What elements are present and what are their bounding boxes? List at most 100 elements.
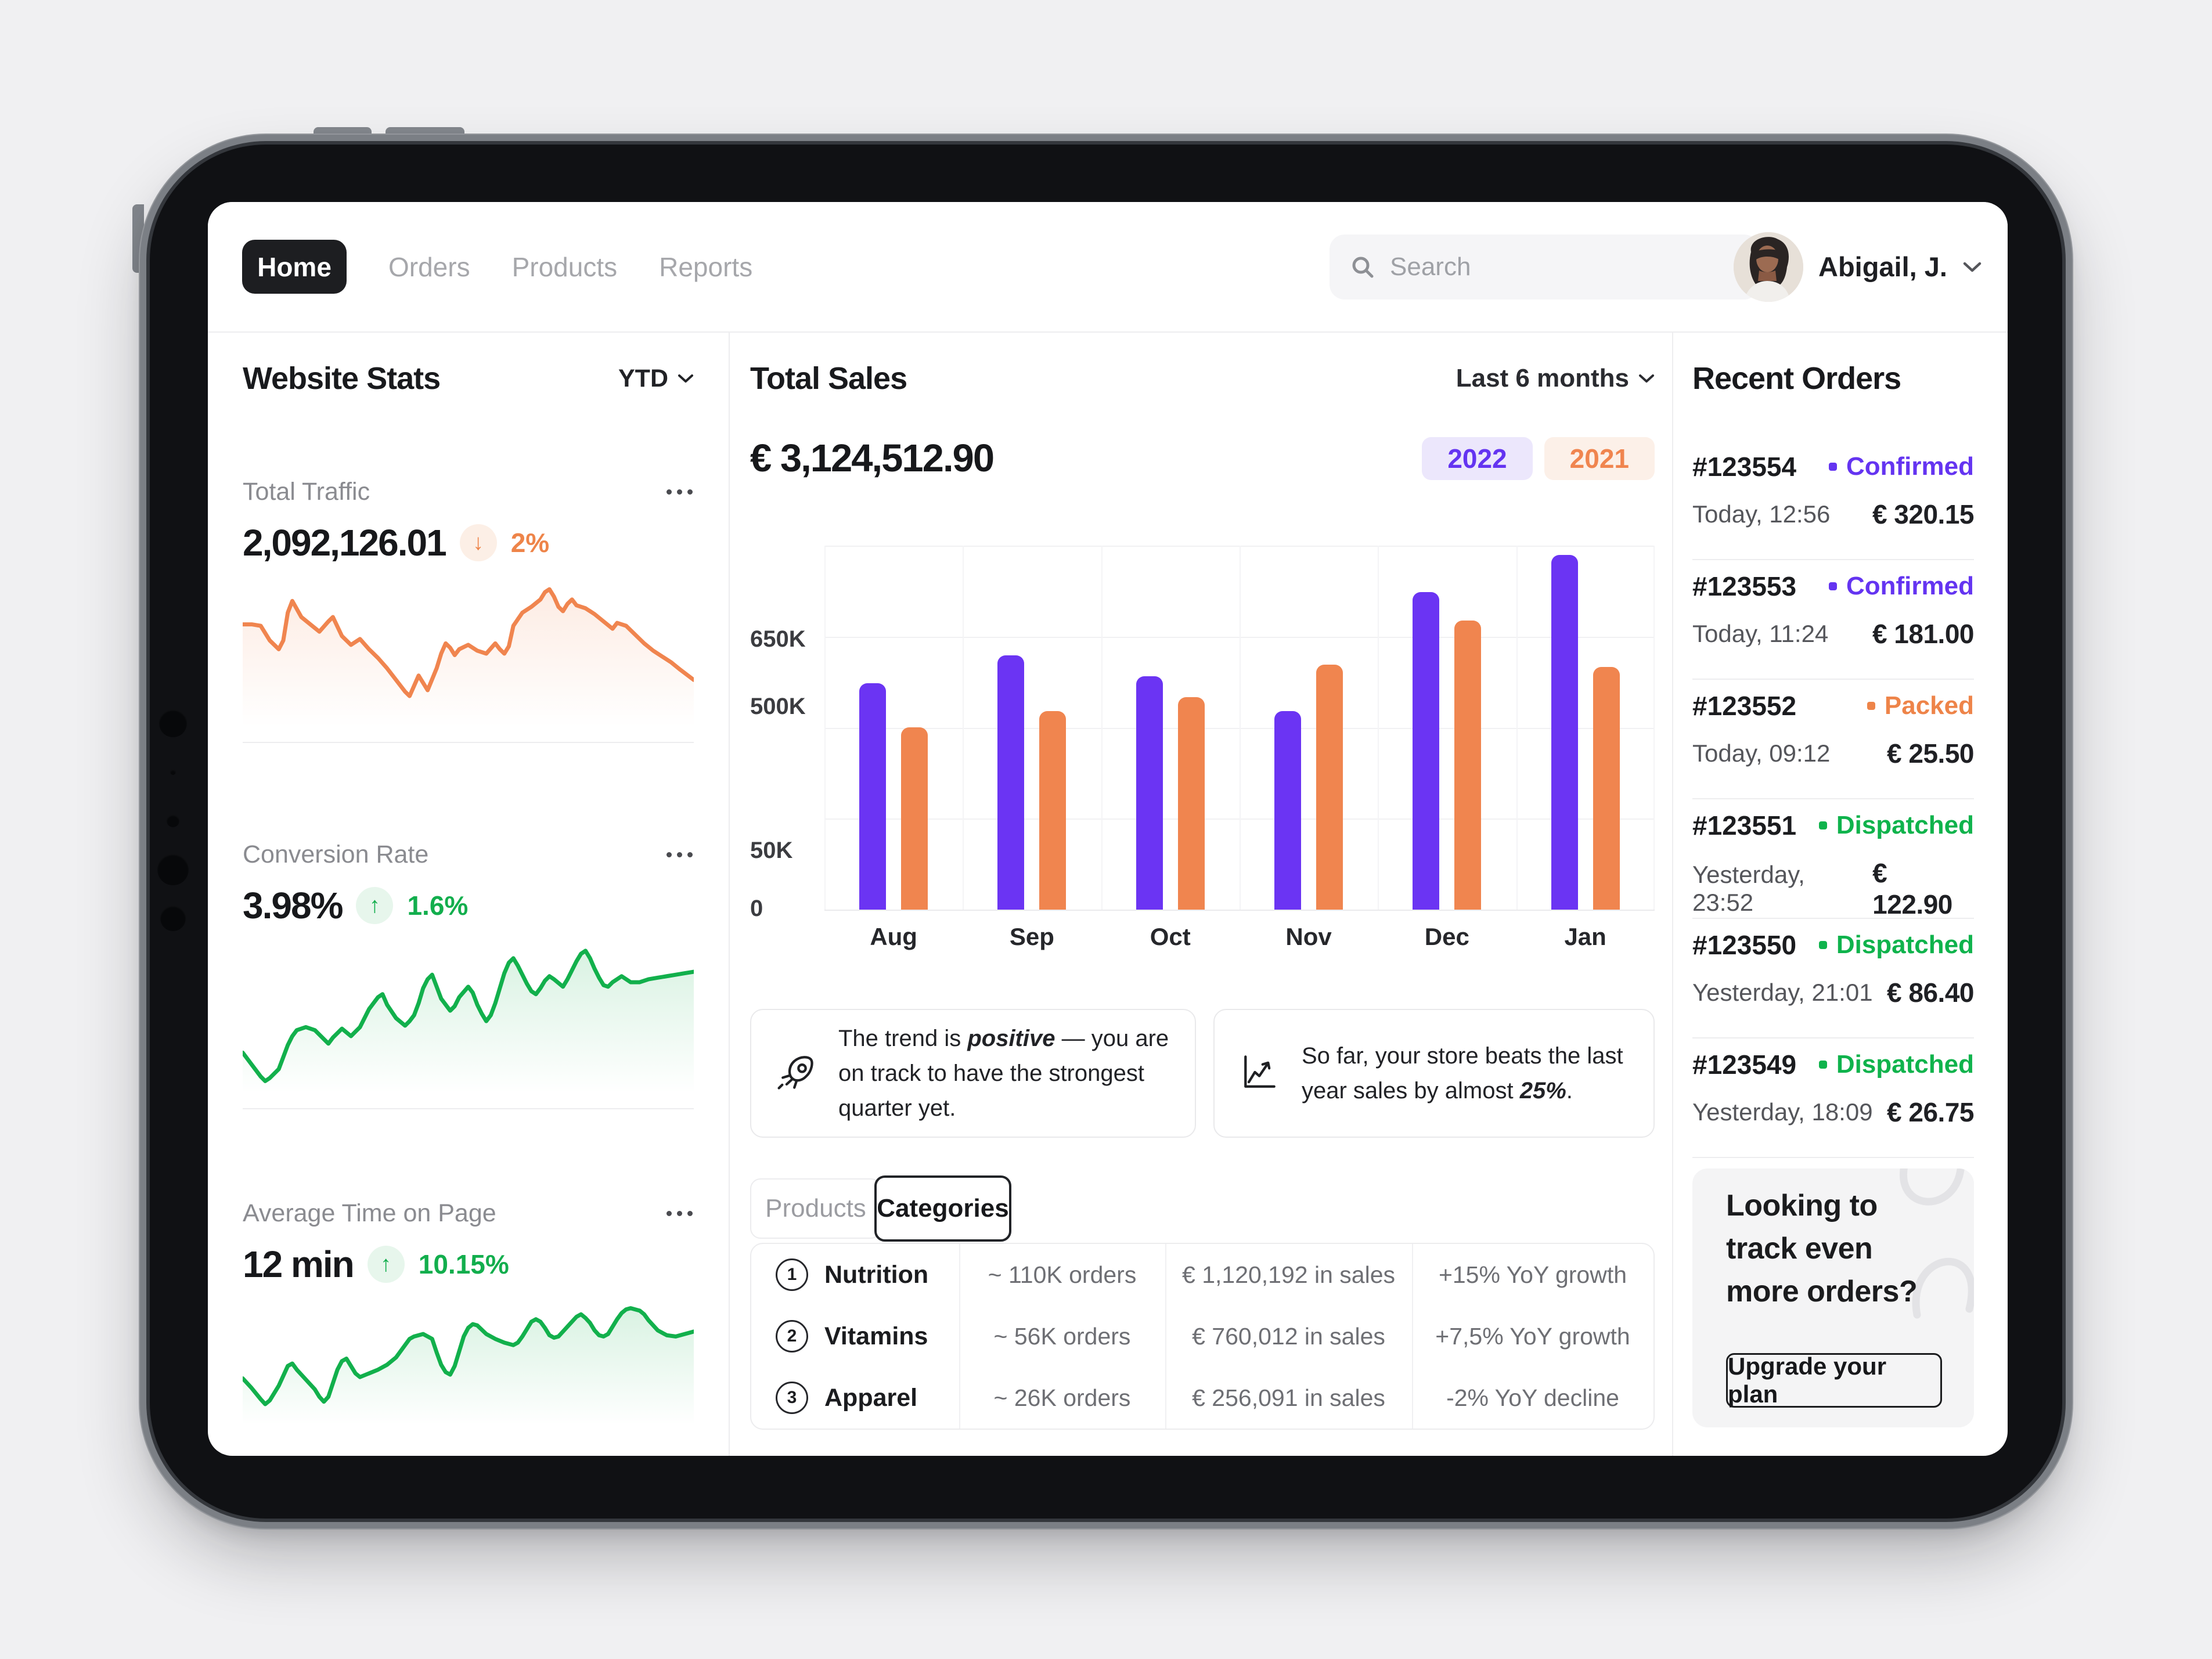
stat-divider [243, 1108, 694, 1109]
order-item[interactable]: #123549 Dispatched Yesterday, 18:09 € 26.75 [1692, 1038, 1974, 1158]
bar-2021-sep [1039, 711, 1067, 910]
more-options-button[interactable] [665, 849, 694, 861]
user-name: Abigail, J. [1818, 251, 1947, 282]
table-row: 2 Vitamins ~ 56K orders € 760,012 in sales +… [751, 1305, 1653, 1367]
search-icon [1352, 257, 1374, 278]
stat-block: Total Traffic 2,092,126.01 ↓ 2% [243, 478, 694, 743]
status-label: Packed [1884, 691, 1974, 720]
app-window: Home Orders Products Reports [208, 202, 2008, 1456]
gridline [824, 910, 1655, 911]
front-camera [167, 814, 179, 827]
bar-2022-oct [1136, 676, 1163, 910]
orders-list: #123554 Confirmed Today, 12:56 € 320.15 #123… [1692, 441, 1975, 1158]
category-cell: 3 Apparel [751, 1382, 959, 1414]
order-date: Today, 09:12 [1692, 740, 1831, 767]
bar-2021-nov [1316, 665, 1343, 910]
table-row: 1 Nutrition ~ 110K orders € 1,120,192 in sa… [751, 1244, 1653, 1305]
total-sales-title: Total Sales [750, 361, 907, 396]
search-bar[interactable] [1330, 235, 1759, 300]
order-item[interactable]: #123551 Dispatched Yesterday, 23:52 € 122.9… [1692, 799, 1974, 919]
order-status: Confirmed [1829, 452, 1974, 481]
user-menu[interactable]: Abigail, J. [1734, 202, 1982, 331]
x-tick-label: Sep [1009, 923, 1054, 950]
order-date: Today, 11:24 [1692, 620, 1829, 647]
insight-text: So far, your store beats the last year s… [1302, 1043, 1623, 1103]
stat-block: Average Time on Page 12 min ↑ 10.15% [243, 1199, 694, 1425]
order-status: Dispatched [1818, 931, 1974, 960]
nav-item-products[interactable]: Products [511, 251, 618, 282]
avatar [1734, 232, 1803, 302]
nav-item-orders[interactable]: Orders [388, 251, 470, 282]
x-tick-label: Aug [870, 923, 917, 950]
order-item[interactable]: #123553 Confirmed Today, 11:24 € 181.00 [1692, 560, 1975, 680]
column-divider [1412, 1244, 1413, 1429]
growth-cell: -2% YoY decline [1446, 1384, 1619, 1411]
upgrade-plan-button[interactable]: Upgrade your plan [1726, 1353, 1942, 1408]
categories-table: 1 Nutrition ~ 110K orders € 1,120,192 in sa… [750, 1243, 1655, 1430]
stat-value: 3.98% [243, 885, 343, 926]
volume-button-1 [314, 127, 372, 139]
nav-item-reports[interactable]: Reports [659, 251, 753, 282]
more-options-button[interactable] [665, 1207, 694, 1220]
insight-card: So far, your store beats the last year s… [1213, 1009, 1655, 1138]
gridline [1378, 546, 1379, 910]
status-label: Dispatched [1836, 1050, 1974, 1079]
order-id: #123551 [1692, 810, 1797, 841]
more-options-button[interactable] [665, 486, 694, 498]
divider-left [729, 333, 730, 1456]
period-dropdown[interactable]: Last 6 months [1456, 364, 1655, 393]
order-item[interactable]: #123552 Packed Today, 09:12 € 25.50 [1692, 680, 1974, 799]
rank-badge: 1 [776, 1258, 808, 1291]
gridline [1101, 546, 1103, 910]
order-id: #123554 [1692, 452, 1797, 482]
period-label: Last 6 months [1456, 364, 1629, 392]
chevron-down-icon [1963, 262, 1982, 272]
x-tick-label: Oct [1150, 923, 1191, 950]
upgrade-card: Looking to track even more orders? Upgra… [1692, 1168, 1974, 1427]
stat-divider [243, 742, 694, 743]
order-amount: € 26.75 [1887, 1097, 1974, 1127]
recent-orders-panel: Recent Orders #123554 Confirmed Today, 12:… [1692, 333, 1975, 1456]
bar-2021-jan [1593, 667, 1620, 910]
sensor-dot-small [170, 769, 176, 775]
nav-item-home[interactable]: Home [242, 240, 347, 294]
top-bar: Home Orders Products Reports [208, 202, 2008, 333]
dot [687, 852, 693, 857]
sales-cell: € 760,012 in sales [1192, 1322, 1385, 1350]
gridline [1653, 546, 1655, 910]
arrow-up-icon: ↑ [356, 887, 394, 924]
search-input[interactable] [1389, 252, 1716, 282]
status-bullet [1829, 582, 1837, 590]
category-name: Apparel [824, 1383, 918, 1412]
legend-badge-2021[interactable]: 2021 [1544, 437, 1655, 480]
growth-cell: +15% YoY growth [1438, 1261, 1627, 1288]
bar-group-dec [1378, 546, 1516, 910]
dot [667, 852, 672, 857]
order-amount: € 25.50 [1887, 738, 1974, 769]
tab-products[interactable]: Products [750, 1178, 881, 1239]
tab-categories[interactable]: Categories [874, 1175, 1011, 1242]
x-tick-label: Dec [1424, 923, 1469, 950]
sensor-dot [160, 906, 186, 931]
legend-badge-2022[interactable]: 2022 [1422, 437, 1533, 480]
status-bullet [1867, 702, 1875, 710]
category-cell: 2 Vitamins [751, 1320, 959, 1353]
status-label: Confirmed [1846, 452, 1974, 481]
orders-cell: ~ 56K orders [993, 1322, 1131, 1350]
bar-group-jan [1516, 546, 1654, 910]
insight-card: The trend is positive — you are on track… [750, 1009, 1196, 1138]
dot [677, 852, 682, 857]
ytd-dropdown[interactable]: YTD [618, 365, 694, 393]
y-tick-label: 500K [750, 694, 806, 719]
insight-cards: The trend is positive — you are on track… [750, 1009, 1655, 1138]
arrow-up-icon: ↑ [367, 1246, 405, 1283]
orders-cell: ~ 26K orders [993, 1384, 1131, 1411]
x-axis: Aug Sep Oct Nov Dec Jan [824, 923, 1655, 951]
order-item[interactable]: #123554 Confirmed Today, 12:56 € 320.15 [1692, 441, 1975, 560]
y-tick-label: 650K [750, 626, 806, 652]
order-item[interactable]: #123550 Dispatched Yesterday, 21:01 € 86.40 [1692, 919, 1974, 1038]
order-amount: € 181.00 [1872, 619, 1975, 649]
conversion-rate-sparkline [243, 943, 694, 1093]
ytd-label: YTD [618, 364, 668, 392]
website-stats-title: Website Stats [243, 361, 441, 396]
